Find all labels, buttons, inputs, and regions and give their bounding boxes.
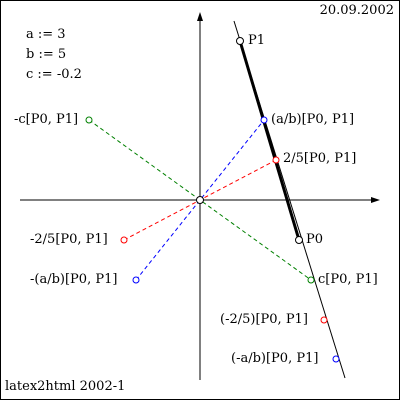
origin-marker (196, 196, 204, 204)
label-neg-a-b: (-a/b)[P0, P1] (231, 351, 319, 366)
point-neg-ab (132, 276, 140, 284)
point-neg-two-fifths-paren (320, 316, 328, 324)
label-neg-two-fifths-paren: (-2/5)[P0, P1] (220, 312, 308, 327)
date-label: 20.09.2002 (319, 3, 394, 18)
x-axis-arrowhead (371, 197, 380, 203)
label-neg-ab: -(a/b)[P0, P1] (30, 272, 118, 287)
point-neg-two-fifths (120, 236, 128, 244)
y-axis-arrowhead (197, 12, 203, 21)
point-neg-c (85, 116, 93, 124)
footer-label: latex2html 2002-1 (5, 379, 126, 394)
label-c: c[P0, P1] (318, 272, 378, 287)
label-two-fifths: 2/5[P0, P1] (283, 151, 357, 166)
point-p0 (295, 236, 303, 244)
param-a-label: a := 3 (26, 27, 66, 42)
point-ab (260, 116, 268, 124)
point-p1 (236, 37, 244, 45)
point-neg-a-b (332, 355, 340, 363)
label-neg-c: -c[P0, P1] (14, 112, 79, 127)
label-neg-two-fifths: -2/5[P0, P1] (30, 232, 108, 247)
label-ab: (a/b)[P0, P1] (271, 112, 355, 127)
param-c-label: c := -0.2 (26, 67, 82, 82)
param-b-label: b := 5 (26, 47, 67, 62)
label-p0: P0 (306, 232, 324, 247)
point-two-fifths (272, 156, 280, 164)
label-p1: P1 (248, 33, 266, 48)
blue-dashed-line (135, 119, 265, 281)
segment-p0-p1 (238, 40, 301, 241)
point-c (307, 276, 315, 284)
